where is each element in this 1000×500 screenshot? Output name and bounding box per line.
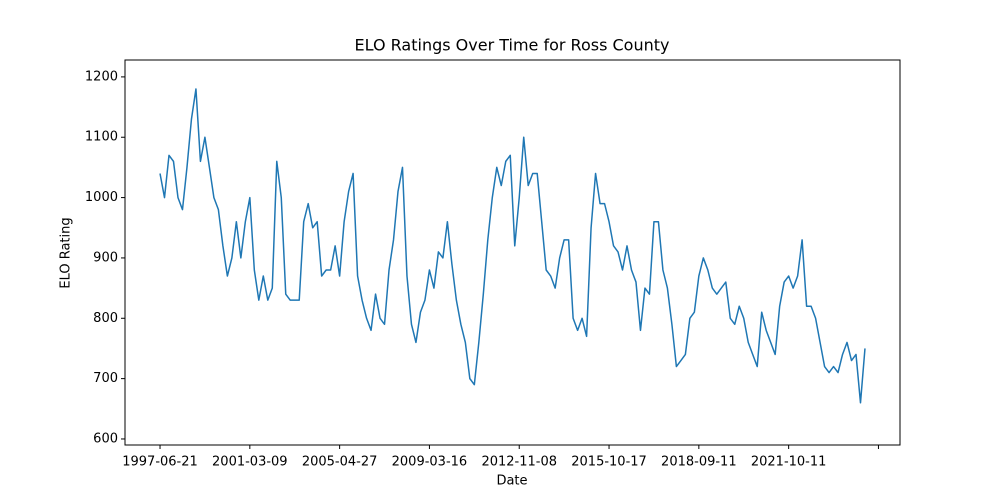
data-line (159, 88, 866, 404)
y-tick-label: 700 (93, 371, 118, 386)
chart-title: ELO Ratings Over Time for Ross County (355, 36, 670, 55)
x-tick-label: 2015-10-17 (571, 455, 647, 470)
y-axis-label: ELO Rating (59, 217, 74, 288)
x-tick-label: 2012-11-08 (481, 455, 557, 470)
x-tick-label: 2009-03-16 (392, 455, 468, 470)
plot-frame (124, 59, 901, 446)
y-tick-label: 600 (93, 431, 118, 446)
x-tick-label: 2021-10-11 (751, 455, 827, 470)
y-tick-label: 1000 (85, 190, 118, 205)
x-tick-label: 2018-09-11 (661, 455, 737, 470)
y-tick-label: 1100 (85, 130, 118, 145)
x-axis-label: Date (496, 474, 527, 489)
y-tick-label: 800 (93, 311, 118, 326)
y-tick-label: 1200 (85, 69, 118, 84)
x-tick-label: 2001-03-09 (212, 455, 288, 470)
x-tick-label: 2005-04-27 (302, 455, 378, 470)
y-tick-label: 900 (93, 250, 118, 265)
x-tick-label: 1997-06-21 (122, 455, 198, 470)
